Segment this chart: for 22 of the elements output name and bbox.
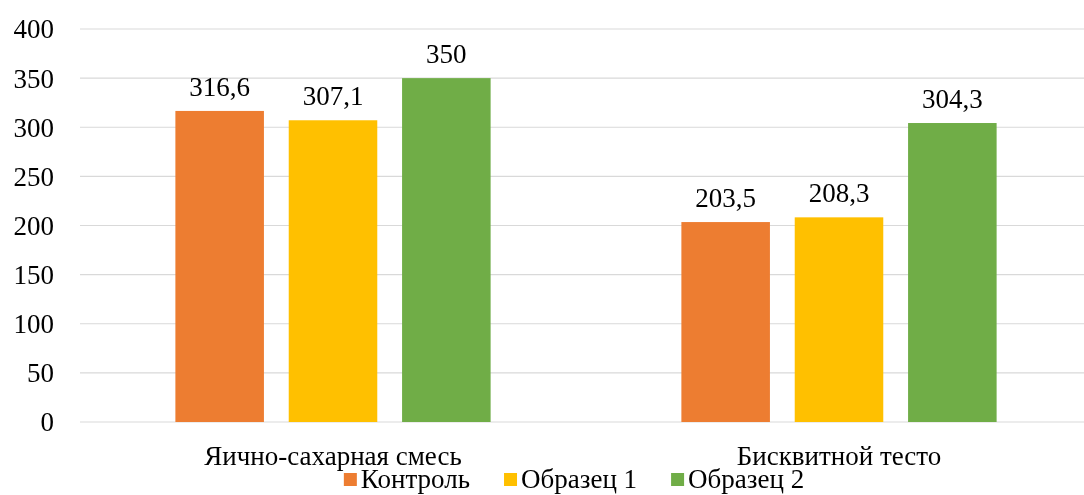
bar [908, 123, 997, 422]
y-tick-label: 0 [40, 407, 54, 438]
y-tick-label: 300 [13, 112, 54, 143]
data-label: 203,5 [695, 183, 757, 214]
y-tick-label: 50 [27, 358, 54, 389]
data-label: 304,3 [921, 84, 983, 115]
bar [794, 217, 884, 422]
data-label: 316,6 [189, 71, 251, 102]
y-tick-label: 400 [13, 14, 54, 45]
data-label: 350 [426, 39, 467, 70]
legend-label: Образец 1 [521, 464, 638, 494]
y-tick-label: 200 [13, 210, 54, 241]
data-label: 208,3 [808, 178, 870, 209]
y-tick-label: 150 [13, 260, 54, 291]
y-tick-label: 350 [13, 63, 54, 94]
bar [288, 120, 378, 422]
bar [402, 78, 491, 422]
bar [681, 222, 770, 422]
y-tick-label: 100 [13, 309, 54, 340]
y-tick-label: 250 [13, 161, 54, 192]
data-label: 307,1 [302, 81, 364, 112]
bar [175, 110, 264, 422]
